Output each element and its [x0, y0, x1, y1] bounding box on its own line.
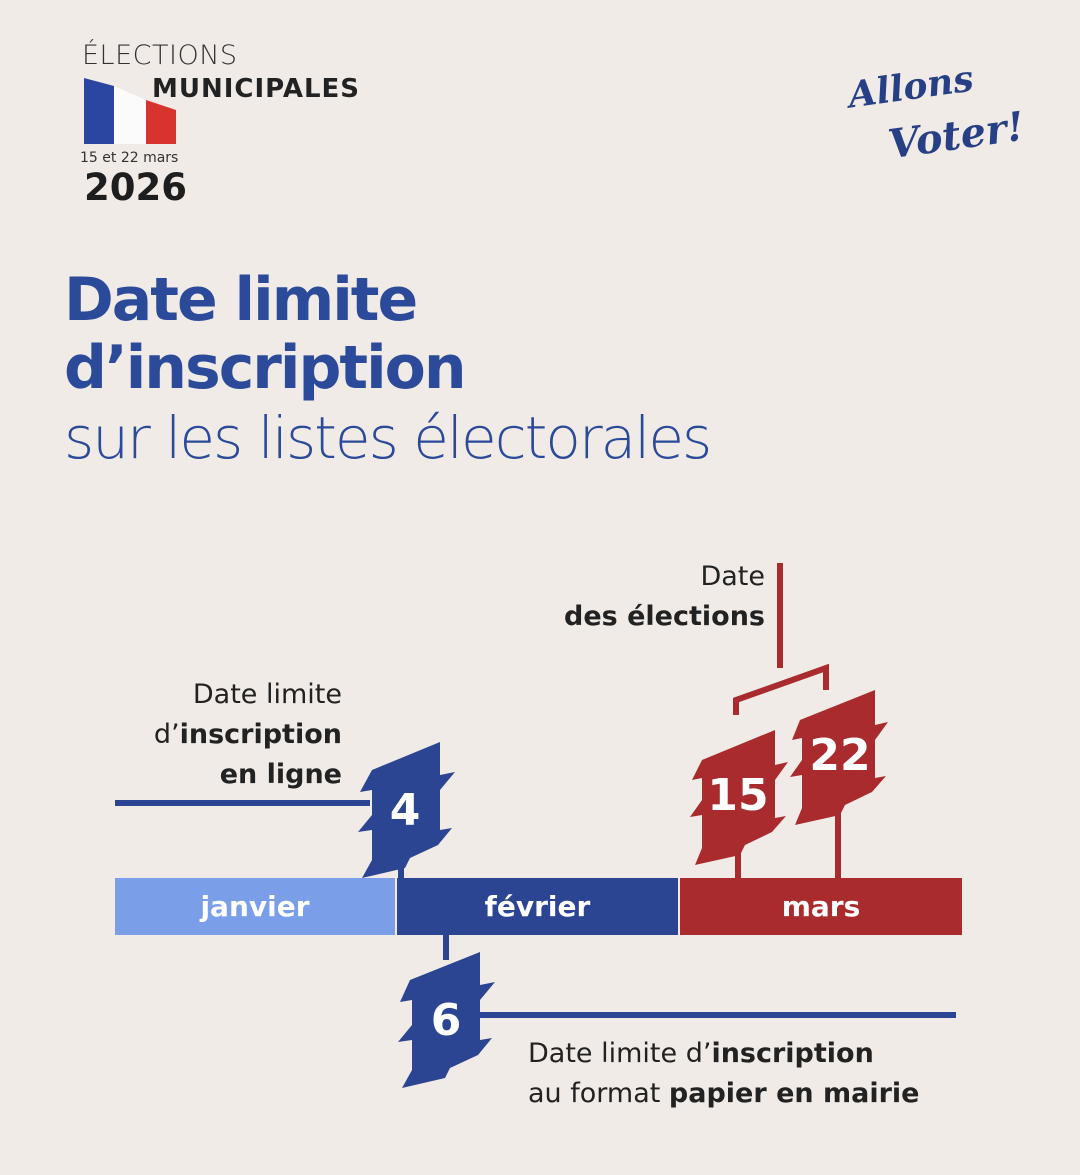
online-label-line3: en ligne: [219, 759, 342, 790]
elections-line: [777, 563, 783, 668]
online-line: [115, 800, 370, 806]
election-year: 2026: [84, 166, 187, 209]
badge-6-text: 6: [431, 995, 462, 1046]
elections-label: Date des élections: [564, 557, 765, 637]
paper-connector: [443, 935, 449, 960]
month-mars: mars: [680, 878, 962, 935]
elections-bracket: [733, 663, 829, 715]
badge-15-text: 15: [707, 770, 768, 821]
badge-4: [358, 742, 455, 878]
badge-6: [398, 952, 495, 1088]
month-fevrier: février: [397, 878, 678, 935]
badge-22-text: 22: [809, 730, 870, 781]
municipales-label: MUNICIPALES: [152, 74, 361, 104]
paper-label-l2a: au format: [528, 1078, 669, 1109]
elections-label: ÉLECTIONS: [82, 40, 238, 71]
online-label-prefix: d’: [153, 719, 180, 750]
election-dates: 15 et 22 mars: [80, 150, 179, 166]
badge-15: [690, 730, 788, 865]
online-label: Date limite d’inscription en ligne: [154, 675, 342, 795]
title-line2: d’inscription: [64, 333, 467, 403]
elections-label-line2: des élections: [564, 601, 765, 632]
online-label-line2: d’inscription: [154, 715, 342, 755]
elections-label-line1: Date: [700, 561, 765, 592]
month-janvier: janvier: [115, 878, 395, 935]
online-label-bold: inscription: [179, 719, 342, 750]
paper-label-l1a: Date limite d’: [528, 1038, 712, 1069]
title-line1: Date limite: [64, 265, 418, 335]
connector-22: [835, 800, 841, 880]
badge-22: [790, 690, 888, 825]
paper-label-l2b: papier en mairie: [668, 1078, 920, 1109]
paper-label-l1b: inscription: [711, 1038, 874, 1069]
connector-15: [735, 840, 741, 880]
french-flag-icon: [84, 78, 176, 144]
title-line3: sur les listes électorales: [64, 404, 712, 472]
paper-label: Date limite d’inscription au format papi…: [528, 1034, 920, 1114]
paper-line: [480, 1012, 956, 1018]
badge-4-text: 4: [390, 785, 421, 836]
online-label-line1: Date limite: [192, 679, 342, 710]
